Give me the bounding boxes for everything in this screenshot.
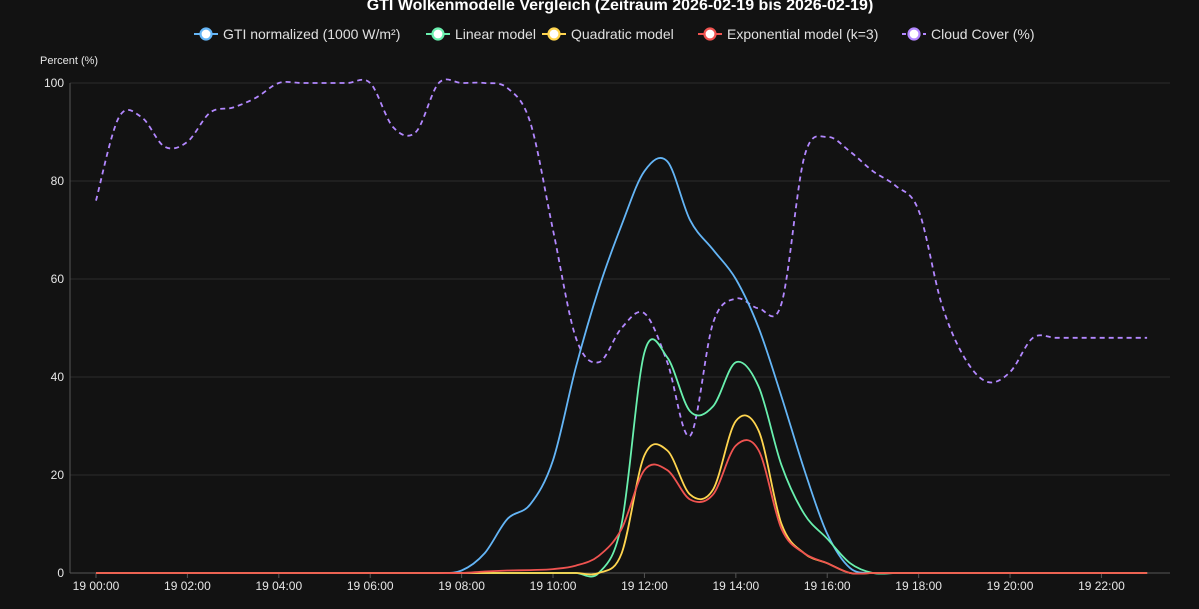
x-tick-label: 19 04:00 [255,579,302,593]
legend[interactable]: GTI normalized (1000 W/m²) Linear model Qu… [194,26,1034,42]
x-tick-label: 19 02:00 [164,579,211,593]
y-tick-label: 40 [51,370,65,384]
x-tick-label: 19 12:00 [621,579,668,593]
y-tick-label: 0 [57,566,64,580]
series-line-1 [95,338,1148,578]
legend-marker [431,27,445,41]
y-tick-label: 20 [51,468,65,482]
series-line-4 [95,78,1148,437]
y-tick-label: 80 [51,174,65,188]
x-tick-label: 19 08:00 [438,579,485,593]
y-axis: 0 20 40 60 80 100 [44,76,64,580]
x-tick-label: 19 16:00 [804,579,851,593]
x-tick-label: 19 22:00 [1078,579,1125,593]
legend-label: Linear model [455,26,536,42]
x-tick-label: 19 18:00 [895,579,942,593]
legend-label: Quadratic model [571,26,674,42]
x-tick-label: 19 06:00 [347,579,394,593]
x-tick-label: 19 00:00 [73,579,120,593]
x-tick-label: 19 20:00 [987,579,1034,593]
legend-item-0[interactable]: GTI normalized (1000 W/m²) [194,26,400,42]
x-axis: 19 00:00 19 02:00 19 04:00 19 06:00 19 08:00… [73,573,1125,593]
legend-marker [199,27,213,41]
legend-item-3[interactable]: Exponential model (k=3) [698,26,878,42]
legend-label: Cloud Cover (%) [931,26,1034,42]
y-axis-title: Percent (%) [40,55,98,67]
x-tick-label: 19 14:00 [712,579,759,593]
y-tick-label: 60 [51,272,65,286]
gridlines [69,82,1170,574]
legend-item-4[interactable]: Cloud Cover (%) [902,26,1034,42]
series-lines [95,78,1148,578]
legend-label: GTI normalized (1000 W/m²) [223,26,400,42]
y-tick-label: 100 [44,76,64,90]
legend-label: Exponential model (k=3) [727,26,878,42]
legend-item-2[interactable]: Quadratic model [542,26,674,42]
legend-marker [703,27,717,41]
series-line-3 [95,439,1148,575]
chart-title: GTI Wolkenmodelle Vergleich (Zeitraum 20… [367,0,874,14]
series-line-2 [95,414,1148,576]
series-line-0 [95,157,1148,575]
legend-item-1[interactable]: Linear model [426,26,536,42]
legend-marker [907,27,921,41]
legend-marker [547,27,561,41]
x-tick-label: 19 10:00 [530,579,577,593]
